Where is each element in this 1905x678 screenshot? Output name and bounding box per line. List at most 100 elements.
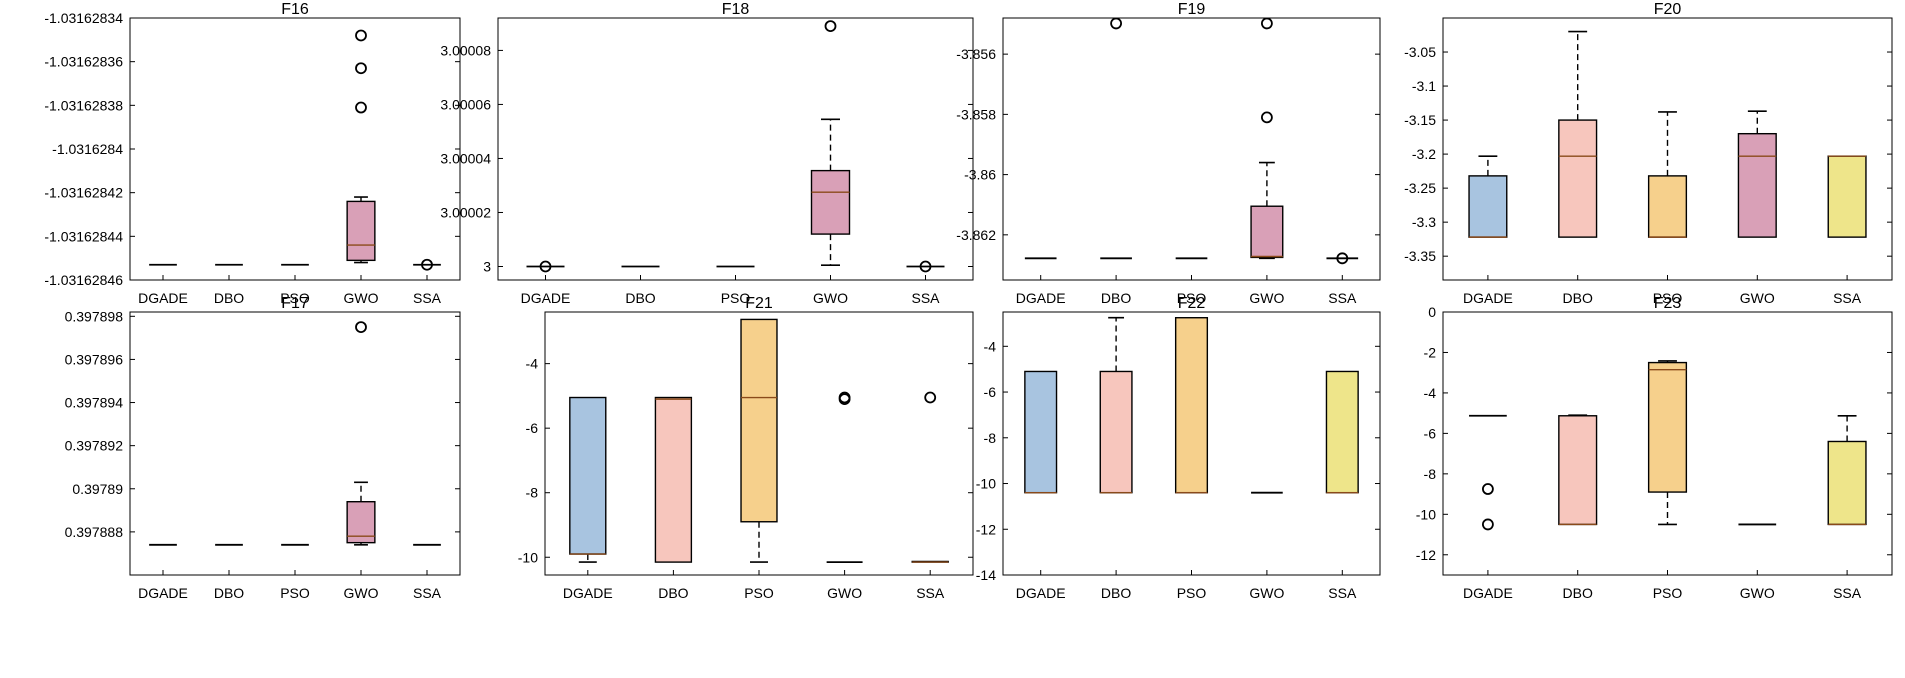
y-tick-label: -3.862 [956,227,996,243]
chart-panel-f21: F21 -10 -8 -6 -4 DGADE DBO PSO GWO SSA [518,295,974,601]
y-tick-label: -14 [976,567,996,583]
box-dgade [1024,370,1058,494]
y-tick-label: -12 [1416,547,1436,563]
y-tick-label: 3.00006 [440,96,491,112]
y-tick-label: -2 [1424,344,1437,360]
box-ssa [413,258,441,271]
box-pso [1647,111,1688,238]
iqr-box [654,396,693,563]
chart-panel-f23: F23 -12 -10 -8 -6 -4 -2 0 DGADE DBO PSO GWO SSA [1416,295,1893,601]
y-tick-label: -8 [984,430,997,446]
chart-panel-f20: F20 -3.35 -3.3 -3.25 -3.2 -3.15 -3.1 -3.05 DGADE… [1404,1,1893,306]
outlier-point [1482,483,1494,495]
outlier-point [539,260,552,273]
box-gwo [826,391,863,563]
x-tick-label: DGADE [138,585,188,601]
box-pso [1174,317,1209,494]
y-tick-label: -6 [984,384,997,400]
y-tick-label: -3.856 [956,46,996,62]
box-ssa [1325,370,1359,494]
box-gwo [1250,17,1284,260]
y-tick-label: 3 [483,258,491,274]
x-tick-label: SSA [1328,290,1357,306]
box-ssa [1827,155,1867,238]
box-gwo [346,29,376,264]
y-tick-label: -1.03162838 [44,97,123,113]
y-tick-label: -3.86 [964,167,996,183]
y-tick-label: -4 [526,356,539,372]
outlier-point [838,393,851,406]
iqr-box [810,169,851,235]
x-tick-label: SSA [916,585,945,601]
outlier-point [355,321,367,333]
outlier-point [355,29,367,42]
iqr-box [1558,119,1598,238]
y-tick-label: -1.03162846 [44,272,123,288]
box-dgade [1468,155,1508,238]
x-tick-label: SSA [1833,585,1862,601]
iqr-box [1827,440,1867,526]
x-tick-label: DGADE [138,290,188,306]
x-tick-label: SSA [1328,585,1357,601]
y-tick-label: -6 [526,420,539,436]
box-ssa [911,391,949,563]
box-dbo [654,396,693,563]
x-tick-label: SSA [413,290,442,306]
y-tick-label: 3.00004 [440,150,491,166]
y-tick-label: -6 [1424,425,1437,441]
y-tick-label: 0.397894 [65,395,124,411]
x-tick-label: PSO [1653,290,1683,306]
iqr-box [346,200,376,262]
box-gwo [346,321,376,546]
chart-panel-f17: F17 0.397888 0.39789 0.397892 0.397894 0.3978… [65,295,461,601]
plot-frame [1442,17,1893,281]
y-tick-label: -4 [1424,385,1437,401]
x-tick-label: DBO [625,290,655,306]
box-ssa [1326,252,1359,265]
x-tick-label: DBO [1101,290,1131,306]
x-tick-label: PSO [1177,585,1207,601]
x-tick-label: DGADE [1463,290,1513,306]
x-tick-label: PSO [721,290,751,306]
x-tick-label: DGADE [563,585,613,601]
chart-panel-f22: F22 -14 -12 -10 -8 -6 -4 DGADE DBO PSO GWO SSA [976,295,1381,601]
plot-frame [1002,17,1381,281]
chart-title: F16 [281,1,309,18]
x-tick-label: DBO [1101,585,1131,601]
chart-title: F18 [722,1,750,18]
chart-panel-f16: F16 -1.03162846 -1.03162844 -1.03162842 -1.0… [44,1,461,306]
x-tick-label: DBO [214,585,244,601]
chart-title: F20 [1654,1,1682,18]
box-dbo [1558,30,1598,238]
box-pso [1647,360,1688,526]
y-tick-label: -10 [976,476,996,492]
x-tick-label: DBO [1563,290,1593,306]
chart-title: F19 [1178,1,1206,18]
y-tick-label: 0.397888 [65,524,124,540]
box-ssa [906,260,945,273]
box-dbo [1558,414,1598,526]
y-tick-label: 0.397892 [65,438,124,454]
outlier-point [824,20,837,33]
y-tick-label: 0 [1428,304,1436,320]
y-tick-label: 3.00008 [440,42,491,58]
x-tick-label: DBO [1563,585,1593,601]
y-tick-label: -3.2 [1412,146,1436,162]
iqr-box [1647,175,1688,238]
y-tick-label: -3.25 [1404,180,1436,196]
x-tick-label: SSA [1833,290,1862,306]
x-tick-label: DGADE [1016,290,1066,306]
chart-title: F23 [1654,295,1682,312]
plot-frame [497,17,974,281]
chart-panel-f19: F19 -3.862 -3.86 -3.858 -3.856 DGADE DBO PSO GWO… [956,1,1381,306]
outlier-point [1261,111,1273,124]
y-tick-label: -3.3 [1412,214,1436,230]
y-tick-label: -1.0316284 [52,141,123,157]
x-tick-label: GWO [1740,290,1775,306]
x-tick-label: PSO [280,585,310,601]
box-gwo [810,20,851,266]
box-dgade [1469,414,1507,531]
x-tick-label: DGADE [1463,585,1513,601]
outlier-point [355,62,367,75]
